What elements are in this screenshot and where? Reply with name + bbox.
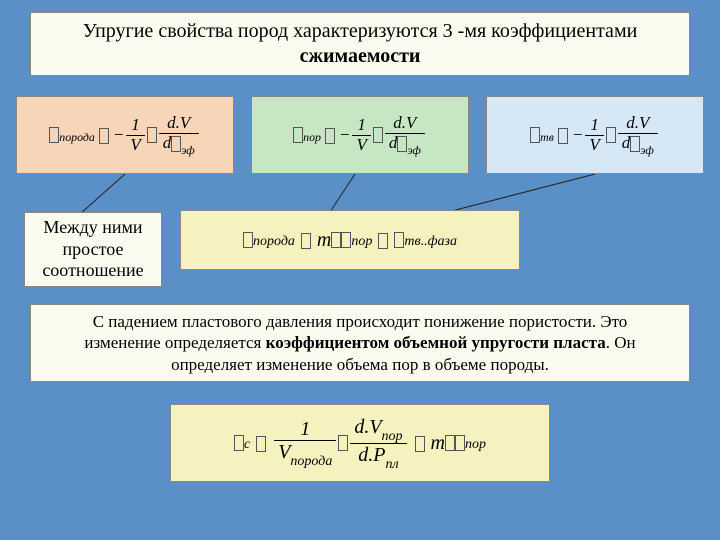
title-panel: Упругие свойства пород характеризуются 3…	[30, 12, 690, 76]
between-l1: Между ними	[43, 217, 142, 237]
explain-panel: С падением пластового давления происходи…	[30, 304, 690, 382]
formula-solid: тв − 1V d.Vdэф	[486, 96, 704, 174]
explain-l1: С падением пластового давления происходи…	[93, 312, 628, 331]
title-line1: Упругие свойства пород характеризуются 3…	[83, 20, 638, 42]
title-line2: сжимаемости	[300, 45, 421, 67]
formula-rock: порода − 1V d.Vdэф	[16, 96, 234, 174]
between-l2: простое	[63, 239, 124, 259]
explain-l2a: изменение определяется	[84, 333, 265, 352]
explain-l2b: коэффициентом объемной упругости пласта	[266, 333, 606, 352]
relation-formula: порода m пор тв..фаза	[180, 210, 520, 270]
final-formula: с 1Vпорода d.Vпорd.Pпл m пор	[170, 404, 550, 482]
explain-l2c: . Он	[606, 333, 636, 352]
formula-pore: пор − 1V d.Vdэф	[251, 96, 469, 174]
between-l3: соотношение	[42, 260, 143, 280]
explain-l3: определяет изменение объема пор в объеме…	[171, 355, 549, 374]
between-panel: Между ними простое соотношение	[24, 212, 162, 287]
formula-row: порода − 1V d.Vdэф пор − 1V d.Vdэф тв − …	[16, 96, 704, 174]
